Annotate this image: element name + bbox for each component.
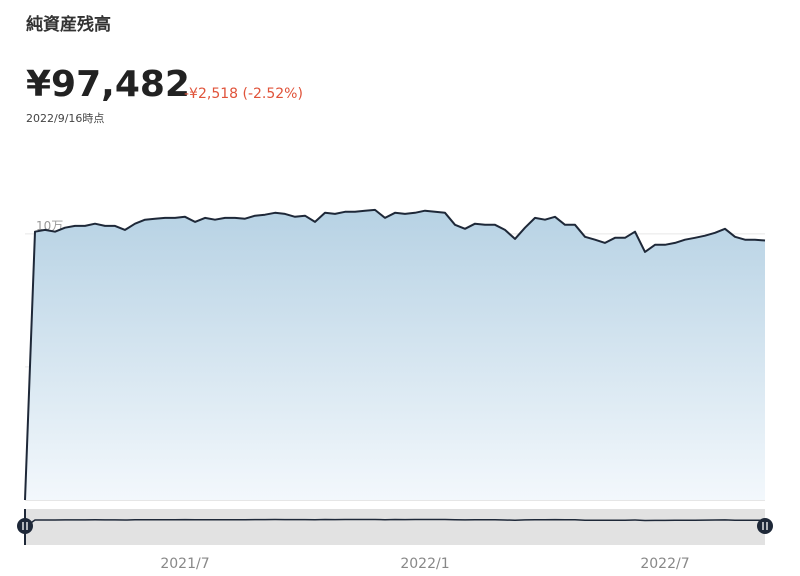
navigator-track[interactable] xyxy=(25,509,765,545)
area xyxy=(25,209,765,500)
navigator-handle[interactable] xyxy=(17,518,33,534)
x-tick-label: 2022/7 xyxy=(640,556,689,572)
page-title: 純資産残高 xyxy=(26,15,111,35)
change: -¥2,518 (-2.52%) xyxy=(184,86,303,102)
x-tick-label: 2022/1 xyxy=(400,556,449,572)
x-tick-label: 2021/7 xyxy=(160,556,209,572)
as-of-date: 2022/9/16時点 xyxy=(26,112,105,125)
net-amount: ¥97,482 xyxy=(26,64,190,105)
navigator-handle[interactable] xyxy=(757,518,773,534)
navigator-line xyxy=(24,518,766,528)
line xyxy=(24,208,766,501)
